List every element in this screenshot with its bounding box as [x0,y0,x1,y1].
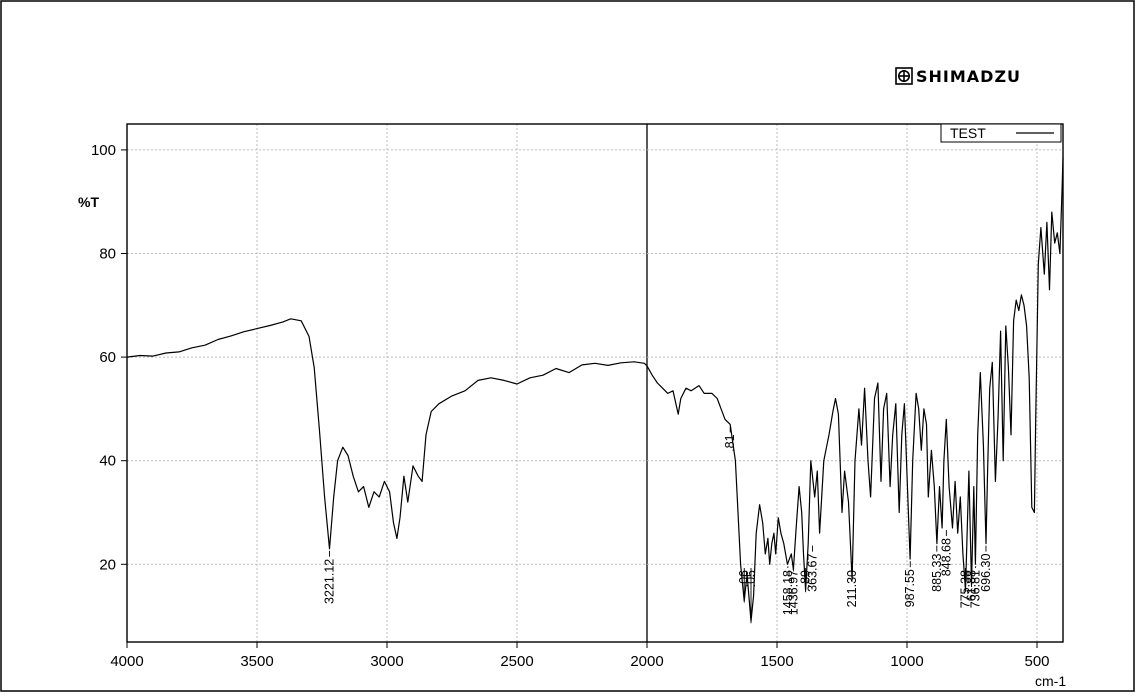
peak-label: 848.68 [939,538,953,576]
shimadzu-logo-icon [895,67,913,85]
axes [121,123,1064,648]
peak-label: .89 [799,570,813,587]
y-tick-label: 60 [99,349,116,366]
plot-area-border [126,123,1064,643]
peak-label: 736.81 [968,570,982,608]
y-tick-label: 100 [91,142,116,159]
x-tick-label: 2500 [500,653,533,670]
x-tick-label: 500 [1024,653,1049,670]
x-tick-label: 1000 [890,653,923,670]
peak-label: .05 [744,570,758,587]
peak-label: .06 [737,570,751,587]
peak-label: 363.67 [805,554,819,592]
legend: TEST [940,123,1062,143]
peak-label: 987.55 [903,569,917,607]
peak-label: 61.88 [964,570,978,601]
legend-box [940,123,1062,143]
brand-name: SHIMADZU [916,67,1021,86]
peak-label: 775.38 [958,570,972,608]
brand-logo: SHIMADZU [895,67,1021,86]
peak-label: .81 [723,434,737,451]
peak-label: 885.33 [930,554,944,592]
peak-label: 1458.18 [781,570,795,615]
peak-label: 696.30 [979,554,993,592]
x-tick-label: 2000 [630,653,663,670]
y-tick-label: 40 [99,453,116,470]
peak-label: 1436.97 [786,570,800,615]
peak-label: 3221.12 [323,559,337,604]
series-line-test [126,157,1064,622]
grid [127,124,1063,642]
y-axis-label: %T [78,194,99,210]
x-tick-label: 3000 [370,653,403,670]
y-tick-label: 80 [99,246,116,263]
y-tick-label: 20 [99,556,116,573]
x-tick-label: 1500 [760,653,793,670]
x-tick-label: 4000 [110,653,143,670]
peak-label: 211.30 [845,570,859,607]
x-axis-label: cm-1 [1035,673,1066,689]
x-tick-label: 3500 [240,653,273,670]
tick-labels: 4000 3500 3000 2500 2000 1500 1000 500 20 40 60 80 1… [91,142,1050,670]
legend-label: TEST [950,125,986,141]
